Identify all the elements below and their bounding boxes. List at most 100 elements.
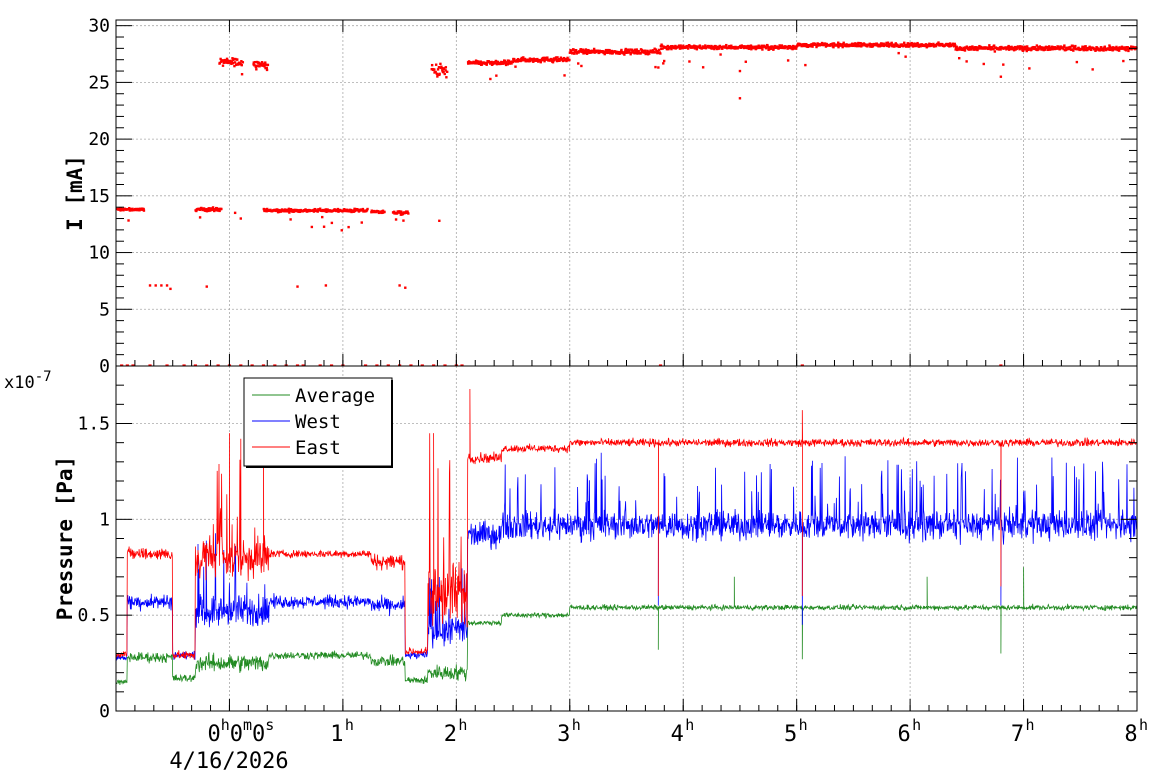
current-point xyxy=(288,209,292,212)
exponent-label: x10-7 xyxy=(4,369,52,393)
current-point xyxy=(265,207,269,211)
bottom-y-tick-label: 0.5 xyxy=(77,605,110,626)
current-point xyxy=(345,208,349,211)
current-point xyxy=(857,41,860,45)
current-point xyxy=(521,57,524,61)
current-point xyxy=(218,61,222,65)
current-point xyxy=(1062,47,1065,51)
current-point xyxy=(556,59,560,62)
current-point xyxy=(588,51,591,54)
current-point xyxy=(879,44,882,48)
current-point xyxy=(842,41,845,45)
current-point xyxy=(1108,44,1111,47)
current-point xyxy=(562,59,565,62)
current-point xyxy=(581,50,584,54)
current-point xyxy=(768,47,771,51)
current-point xyxy=(398,284,401,287)
current-point xyxy=(686,47,690,50)
current-point xyxy=(571,51,574,55)
current-point xyxy=(493,60,497,64)
current-point xyxy=(815,45,818,49)
x-tick-unit: h xyxy=(458,716,467,734)
current-point xyxy=(224,59,227,63)
current-point xyxy=(1120,45,1124,49)
current-point xyxy=(712,45,716,49)
current-point xyxy=(1098,48,1102,51)
current-point xyxy=(1013,47,1016,50)
current-point xyxy=(575,49,578,52)
current-point xyxy=(340,229,343,232)
current-point xyxy=(1093,47,1097,50)
x-tick-label: 2 xyxy=(444,722,457,747)
current-point xyxy=(1005,48,1008,51)
current-point xyxy=(366,207,369,211)
current-point xyxy=(585,49,588,52)
current-point xyxy=(202,207,206,210)
current-point xyxy=(885,41,888,45)
current-point xyxy=(715,46,718,49)
legend-label-east: East xyxy=(295,437,341,459)
current-point xyxy=(1023,48,1026,51)
current-point xyxy=(761,48,764,51)
current-point xyxy=(1018,47,1021,51)
current-point xyxy=(593,51,596,54)
current-point xyxy=(227,61,230,65)
current-point xyxy=(725,43,728,47)
current-point xyxy=(230,62,233,66)
current-point xyxy=(963,49,967,52)
current-point xyxy=(229,60,232,63)
current-point xyxy=(660,47,663,51)
current-point xyxy=(349,208,353,212)
current-point xyxy=(796,44,799,47)
current-point xyxy=(579,48,583,51)
current-point xyxy=(820,43,823,46)
current-point xyxy=(656,50,659,53)
current-point xyxy=(262,63,265,67)
current-point xyxy=(1112,48,1115,52)
current-point xyxy=(855,42,858,46)
current-point xyxy=(562,56,566,60)
current-point xyxy=(810,43,813,46)
current-point xyxy=(1086,48,1089,52)
origin-tick-label: 0h0m0s xyxy=(207,716,274,747)
current-point xyxy=(256,65,259,68)
current-point xyxy=(804,63,807,67)
current-point xyxy=(288,211,291,214)
current-point xyxy=(506,63,509,66)
x-tick-unit: h xyxy=(572,716,581,734)
current-point xyxy=(632,50,635,53)
top-y-tick-label: 15 xyxy=(88,186,110,207)
current-point xyxy=(643,51,646,54)
current-point xyxy=(606,48,610,52)
current-point xyxy=(165,284,169,287)
current-point xyxy=(1122,59,1125,63)
current-point xyxy=(946,42,950,46)
current-point xyxy=(1088,45,1091,49)
current-point xyxy=(713,47,716,51)
current-point xyxy=(1002,63,1005,66)
current-point xyxy=(240,73,244,76)
current-point xyxy=(856,43,860,46)
current-point xyxy=(546,56,549,59)
current-point xyxy=(769,47,773,50)
current-point xyxy=(400,210,403,213)
current-point xyxy=(543,60,546,63)
current-point xyxy=(854,44,857,48)
current-point xyxy=(479,60,482,63)
current-point xyxy=(265,66,268,70)
current-point xyxy=(583,49,586,52)
current-point xyxy=(651,49,655,52)
current-point xyxy=(1089,48,1093,52)
current-point xyxy=(532,57,536,60)
current-point xyxy=(296,285,299,288)
current-point xyxy=(976,48,979,52)
current-point xyxy=(542,56,545,60)
current-point xyxy=(624,47,627,51)
current-point xyxy=(836,44,840,47)
current-point xyxy=(780,44,784,47)
current-point xyxy=(240,60,243,63)
origin-s-unit: s xyxy=(265,716,274,734)
current-point xyxy=(253,64,256,67)
x-tick-unit: h xyxy=(1139,716,1148,734)
